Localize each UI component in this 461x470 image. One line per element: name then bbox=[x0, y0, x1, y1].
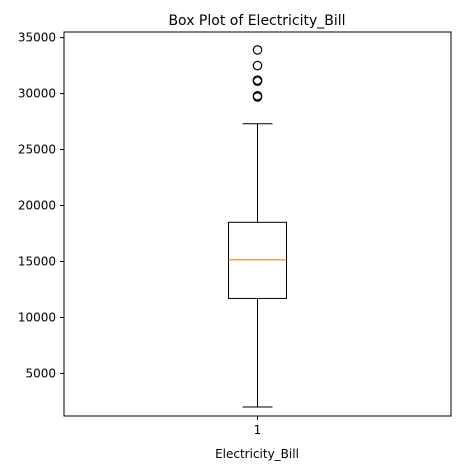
outlier-point bbox=[252, 60, 263, 71]
y-tick-label: 25000 bbox=[18, 143, 56, 157]
outlier-point bbox=[252, 45, 263, 55]
plot-layer: 5000 10000 15000 20000 25000 30000 35000 1 bbox=[18, 31, 452, 437]
x-axis-label: Electricity_Bill bbox=[215, 447, 299, 461]
y-tick-label: 15000 bbox=[18, 255, 56, 269]
x-tick-label: 1 bbox=[254, 423, 262, 437]
y-tick-label: 10000 bbox=[18, 310, 56, 324]
outlier-point bbox=[252, 91, 263, 101]
outlier-point bbox=[252, 75, 263, 85]
y-tick-label: 5000 bbox=[25, 366, 56, 380]
chart-title: Box Plot of Electricity_Bill bbox=[168, 13, 345, 29]
y-tick-label: 20000 bbox=[18, 199, 56, 213]
y-tick-label: 30000 bbox=[18, 87, 56, 101]
y-tick-label: 35000 bbox=[18, 31, 56, 45]
